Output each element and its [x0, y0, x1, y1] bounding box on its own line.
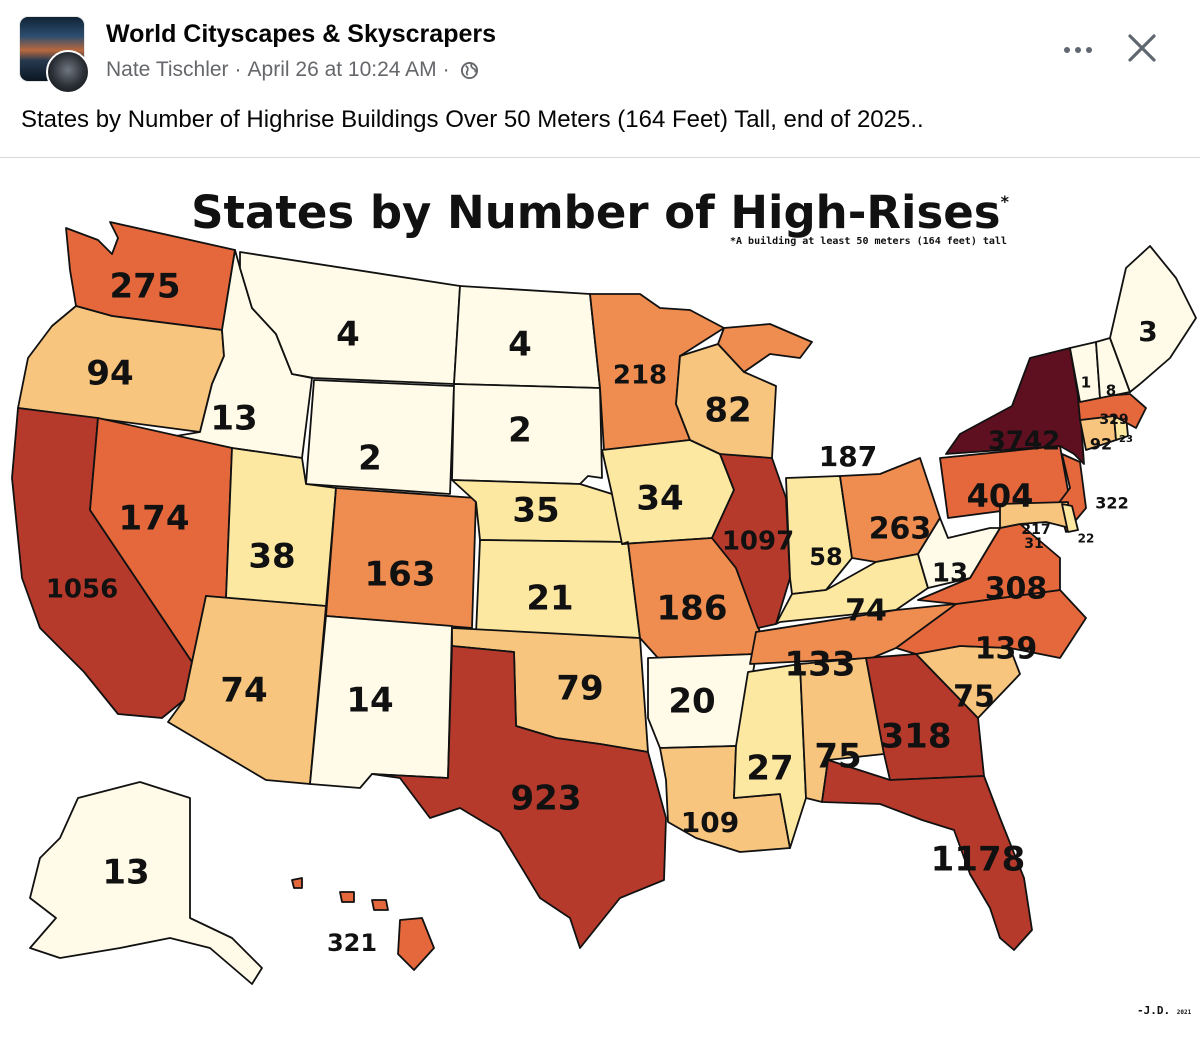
- state-value-label: 82: [704, 391, 751, 431]
- state-me: [1109, 245, 1197, 393]
- state-value-label: 174: [119, 499, 190, 539]
- state-hi-maui: [371, 899, 389, 911]
- state-value-label: 22: [1078, 532, 1095, 546]
- state-value-label: 31: [1024, 536, 1043, 552]
- state-value-label: 308: [985, 572, 1048, 607]
- more-options-icon: [1086, 47, 1092, 53]
- state-il: [711, 453, 791, 629]
- state-value-label: 21: [526, 579, 573, 619]
- state-value-label: 318: [881, 717, 952, 757]
- state-value-label: 329: [1099, 412, 1128, 428]
- state-value-label: 74: [220, 671, 267, 711]
- state-wv: [917, 517, 1001, 589]
- state-value-label: 218: [613, 361, 667, 391]
- globe-icon[interactable]: [460, 61, 479, 80]
- more-options-button[interactable]: [1056, 30, 1100, 70]
- post-caption: States by Number of Highrise Buildings O…: [21, 106, 924, 133]
- state-hi: [397, 917, 435, 971]
- state-value-label: 2: [358, 439, 382, 479]
- close-icon[interactable]: [1120, 26, 1164, 70]
- signature-year: 2021: [1176, 1009, 1192, 1016]
- state-value-label: 1097: [722, 527, 794, 557]
- state-value-label: 34: [636, 479, 683, 519]
- state-labels: 2759410561317442387416314423521799232183…: [46, 267, 1158, 958]
- signature-text: -J.D.: [1137, 1004, 1171, 1017]
- state-value-label: 187: [819, 440, 877, 473]
- state-value-label: 1: [1081, 374, 1091, 392]
- state-co: [325, 487, 477, 629]
- state-value-label: 20: [668, 682, 715, 722]
- author-name[interactable]: Nate Tischler: [106, 58, 229, 81]
- state-value-label: 923: [511, 779, 582, 819]
- state-value-label: 275: [110, 267, 181, 307]
- state-value-label: 23: [1119, 434, 1133, 445]
- map-title-mark: *: [1000, 192, 1009, 211]
- more-options-icon: [1075, 47, 1081, 53]
- state-value-label: 92: [1090, 435, 1112, 454]
- state-wy: [305, 379, 455, 495]
- state-md: [999, 501, 1071, 529]
- state-hi-oahu: [339, 891, 355, 903]
- state-value-label: 1056: [46, 575, 118, 605]
- state-value-label: 13: [932, 559, 968, 589]
- us-map: 2759410561317442387416314423521799232183…: [11, 221, 1197, 985]
- state-ak: [29, 781, 263, 985]
- state-value-label: 186: [657, 589, 728, 629]
- map-title: States by Number of High-Rises*: [0, 186, 1200, 239]
- state-value-label: 109: [681, 806, 739, 839]
- state-value-label: 217: [1021, 522, 1050, 538]
- post-timestamp[interactable]: April 26 at 10:24 AM: [247, 58, 437, 81]
- state-value-label: 3: [1138, 315, 1157, 348]
- state-hi-kauai: [291, 877, 303, 889]
- state-value-label: 38: [248, 537, 295, 577]
- post-image[interactable]: States by Number of High-Rises* *A build…: [0, 158, 1200, 1040]
- state-value-label: 163: [365, 555, 436, 595]
- more-options-icon: [1064, 47, 1070, 53]
- state-value-label: 58: [809, 543, 842, 571]
- state-value-label: 404: [967, 477, 1034, 515]
- state-value-label: 74: [845, 594, 887, 629]
- map-signature: -J.D. 2021: [1137, 1004, 1191, 1017]
- state-value-label: 13: [102, 853, 149, 893]
- state-value-label: 3742: [988, 427, 1060, 457]
- post-header: World Cityscapes & Skyscrapers Nate Tisc…: [0, 0, 1200, 100]
- state-ma: [1077, 393, 1147, 429]
- state-value-label: 4: [508, 325, 532, 365]
- state-value-label: 75: [953, 680, 995, 715]
- map-title-text: States by Number of High-Rises: [191, 186, 1001, 239]
- state-value-label: 8: [1106, 382, 1116, 400]
- group-name[interactable]: World Cityscapes & Skyscrapers: [106, 20, 497, 48]
- state-value-label: 14: [346, 681, 393, 721]
- divider: [0, 157, 1200, 158]
- state-value-label: 139: [975, 632, 1038, 667]
- state-value-label: 321: [327, 929, 377, 957]
- state-tx: [371, 645, 667, 949]
- state-value-label: 1178: [931, 840, 1026, 880]
- state-value-label: 263: [869, 512, 932, 547]
- state-fl: [821, 759, 1033, 951]
- meta-separator: ·: [234, 58, 242, 81]
- state-value-label: 94: [86, 354, 133, 394]
- state-de: [1061, 503, 1079, 533]
- post-meta: Nate Tischler · April 26 at 10:24 AM ·: [106, 58, 479, 82]
- state-value-label: 27: [746, 749, 793, 789]
- state-value-label: 133: [785, 645, 856, 685]
- state-value-label: 2: [508, 411, 532, 451]
- state-value-label: 4: [336, 315, 360, 355]
- state-value-label: 322: [1095, 494, 1128, 513]
- state-ny: [945, 347, 1085, 465]
- state-mi: [717, 323, 813, 373]
- state-value-label: 79: [556, 669, 603, 709]
- meta-separator: ·: [442, 58, 450, 81]
- author-avatar[interactable]: [46, 50, 90, 94]
- state-value-label: 75: [814, 737, 861, 777]
- map-footnote: *A building at least 50 meters (164 feet…: [730, 236, 1007, 247]
- state-value-label: 35: [512, 491, 559, 531]
- state-value-label: 13: [210, 399, 257, 439]
